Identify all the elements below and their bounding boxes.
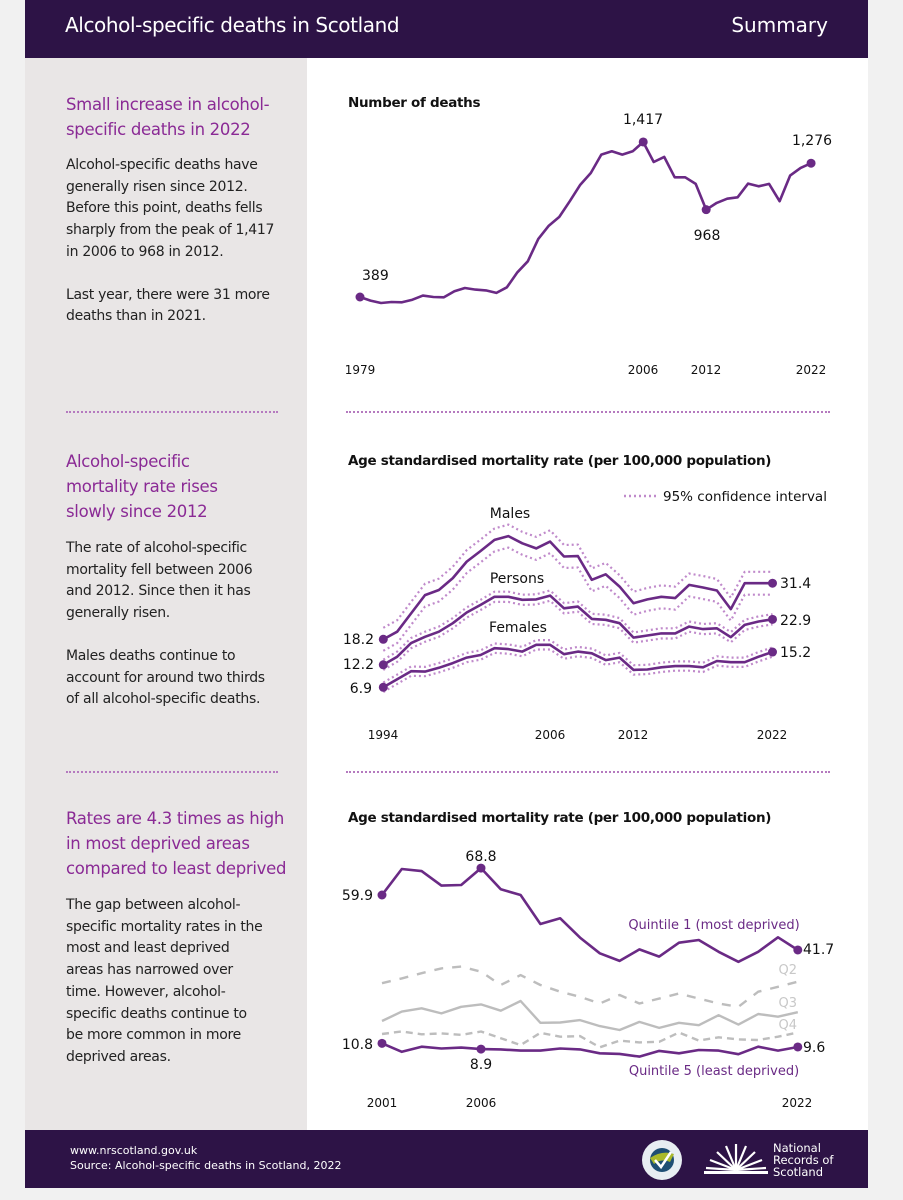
females-line xyxy=(382,643,773,689)
section-2-paragraph: Males deaths continue to account for aro… xyxy=(66,647,265,708)
chart-1-title: Number of deaths xyxy=(348,95,481,111)
chart-1-label-end: 1,276 xyxy=(792,133,832,149)
quintile-1-point xyxy=(793,945,803,955)
data-point-1979 xyxy=(355,292,365,302)
chart-1-label-peak: 1,417 xyxy=(623,112,663,128)
females-end-point xyxy=(768,647,777,657)
females-ci-upper xyxy=(382,639,773,684)
persons-start-label: 12.2 xyxy=(343,657,374,673)
males-ci-upper xyxy=(382,523,773,629)
header-bar: Alcohol-specific deaths in Scotland Summ… xyxy=(25,0,868,58)
females-start-label: 6.9 xyxy=(350,681,372,697)
persons-ci-upper xyxy=(382,589,773,661)
data-point-2022 xyxy=(806,158,816,168)
persons-end-label: 22.9 xyxy=(780,613,811,629)
nrs-logo-line: Records of xyxy=(773,1153,834,1167)
males-start-point xyxy=(378,634,388,644)
quintile-5-point xyxy=(476,1044,486,1054)
section-1-body: Alcohol-specific deaths have generally r… xyxy=(66,155,286,349)
females-ci-lower xyxy=(382,648,773,693)
section-2-paragraph: The rate of alcohol-specific mortality f… xyxy=(66,540,253,622)
chart-1-x-tick: 2012 xyxy=(691,363,722,377)
persons-start-point xyxy=(378,660,388,670)
quintile-3-line xyxy=(381,999,799,1032)
chart-2-x-tick: 1994 xyxy=(368,728,399,742)
section-3-body: The gap between alcohol-specific mortali… xyxy=(66,895,266,1090)
q1-peak-label: 68.8 xyxy=(465,849,496,865)
persons-line xyxy=(382,594,773,666)
q5-end-label: 9.6 xyxy=(803,1040,825,1056)
persons-ci-lower xyxy=(382,599,773,671)
males-ci-lower xyxy=(382,546,773,652)
left-panel xyxy=(25,58,307,1130)
legend-ci-label: 95% confidence interval xyxy=(663,489,827,505)
quintile-5-point xyxy=(377,1038,387,1048)
divider xyxy=(346,771,830,773)
nrs-book-logo xyxy=(704,1144,768,1174)
chart-3-x-tick: 2022 xyxy=(782,1096,813,1110)
chart-1-label-start: 389 xyxy=(362,268,389,284)
quintile-5-line xyxy=(381,1042,799,1058)
q4-series-label: Q4 xyxy=(778,1018,797,1033)
section-3-heading: Rates are 4.3 times as high in most depr… xyxy=(66,809,287,878)
chart-2-x-tick: 2022 xyxy=(757,728,788,742)
females-start-point xyxy=(378,682,388,692)
males-start-label: 18.2 xyxy=(343,632,374,648)
quintile-1-point xyxy=(476,863,486,873)
source-text: Source: Alcohol-specific deaths in Scotl… xyxy=(70,1159,342,1172)
males-end-point xyxy=(768,578,777,588)
persons-end-point xyxy=(768,614,777,624)
q5-series-label: Quintile 5 (least deprived) xyxy=(629,1064,799,1079)
chart-1-x-tick: 1979 xyxy=(345,363,376,377)
chart-3-title: Age standardised mortality rate (per 100… xyxy=(348,810,772,826)
series-label-persons: Persons xyxy=(490,571,544,587)
males-end-label: 31.4 xyxy=(780,576,811,592)
q5-start-label: 10.8 xyxy=(342,1037,373,1053)
divider xyxy=(66,771,278,773)
quintile-5-point xyxy=(793,1042,803,1052)
data-point-2006 xyxy=(638,137,648,147)
q3-series-label: Q3 xyxy=(778,996,797,1011)
quintile-1-line xyxy=(380,866,799,964)
quintile-4-line xyxy=(381,1030,799,1049)
nrs-logo-line: Scotland xyxy=(773,1165,823,1179)
nrs-logo-line: National xyxy=(773,1141,821,1155)
chart-1-x-tick: 2022 xyxy=(796,363,827,377)
national-statistics-logo xyxy=(642,1140,682,1180)
chart-2-title: Age standardised mortality rate (per 100… xyxy=(348,453,772,469)
q1-start-label: 59.9 xyxy=(342,888,373,904)
quintile-1-point xyxy=(377,890,387,900)
data-point-2012 xyxy=(701,205,711,215)
divider xyxy=(346,411,830,413)
section-1-paragraph: Last year, there were 31 more deaths tha… xyxy=(66,286,270,325)
divider xyxy=(66,411,278,413)
quintile-2-line xyxy=(381,965,799,1008)
section-2-body: The rate of alcohol-specific mortality f… xyxy=(66,538,271,732)
chart-1-label-low: 968 xyxy=(694,228,721,244)
q2-series-label: Q2 xyxy=(778,963,797,978)
footer-bar: www.nrscotland.gov.uk Source: Alcohol-sp… xyxy=(25,1130,868,1188)
chart-3-x-tick: 2006 xyxy=(466,1096,497,1110)
q1-end-label: 41.7 xyxy=(803,942,834,958)
females-end-label: 15.2 xyxy=(780,645,811,661)
chart-2-x-tick: 2012 xyxy=(618,728,649,742)
website-link[interactable]: www.nrscotland.gov.uk xyxy=(70,1144,198,1157)
section-label: Summary xyxy=(731,13,828,37)
section-1-paragraph: Alcohol-specific deaths have generally r… xyxy=(66,157,275,260)
males-line xyxy=(382,534,773,641)
chart-1-x-tick: 2006 xyxy=(628,363,659,377)
nrs-logo-text: National Records of Scotland xyxy=(773,1142,833,1178)
section-1-heading: Small increase in alcohol-specific death… xyxy=(66,95,270,139)
q5-mid-label: 8.9 xyxy=(470,1057,492,1073)
deaths-line xyxy=(359,140,812,305)
chart-2-x-tick: 2006 xyxy=(535,728,566,742)
series-label-males: Males xyxy=(490,506,530,522)
chart-3-x-tick: 2001 xyxy=(367,1096,398,1110)
section-3-paragraph: The gap between alcohol-specific mortali… xyxy=(66,897,263,1065)
series-label-females: Females xyxy=(489,620,547,636)
section-2-heading: Alcohol-specific mortality rate rises sl… xyxy=(66,452,218,521)
q1-series-label: Quintile 1 (most deprived) xyxy=(628,918,799,933)
page-title: Alcohol-specific deaths in Scotland xyxy=(65,13,400,37)
